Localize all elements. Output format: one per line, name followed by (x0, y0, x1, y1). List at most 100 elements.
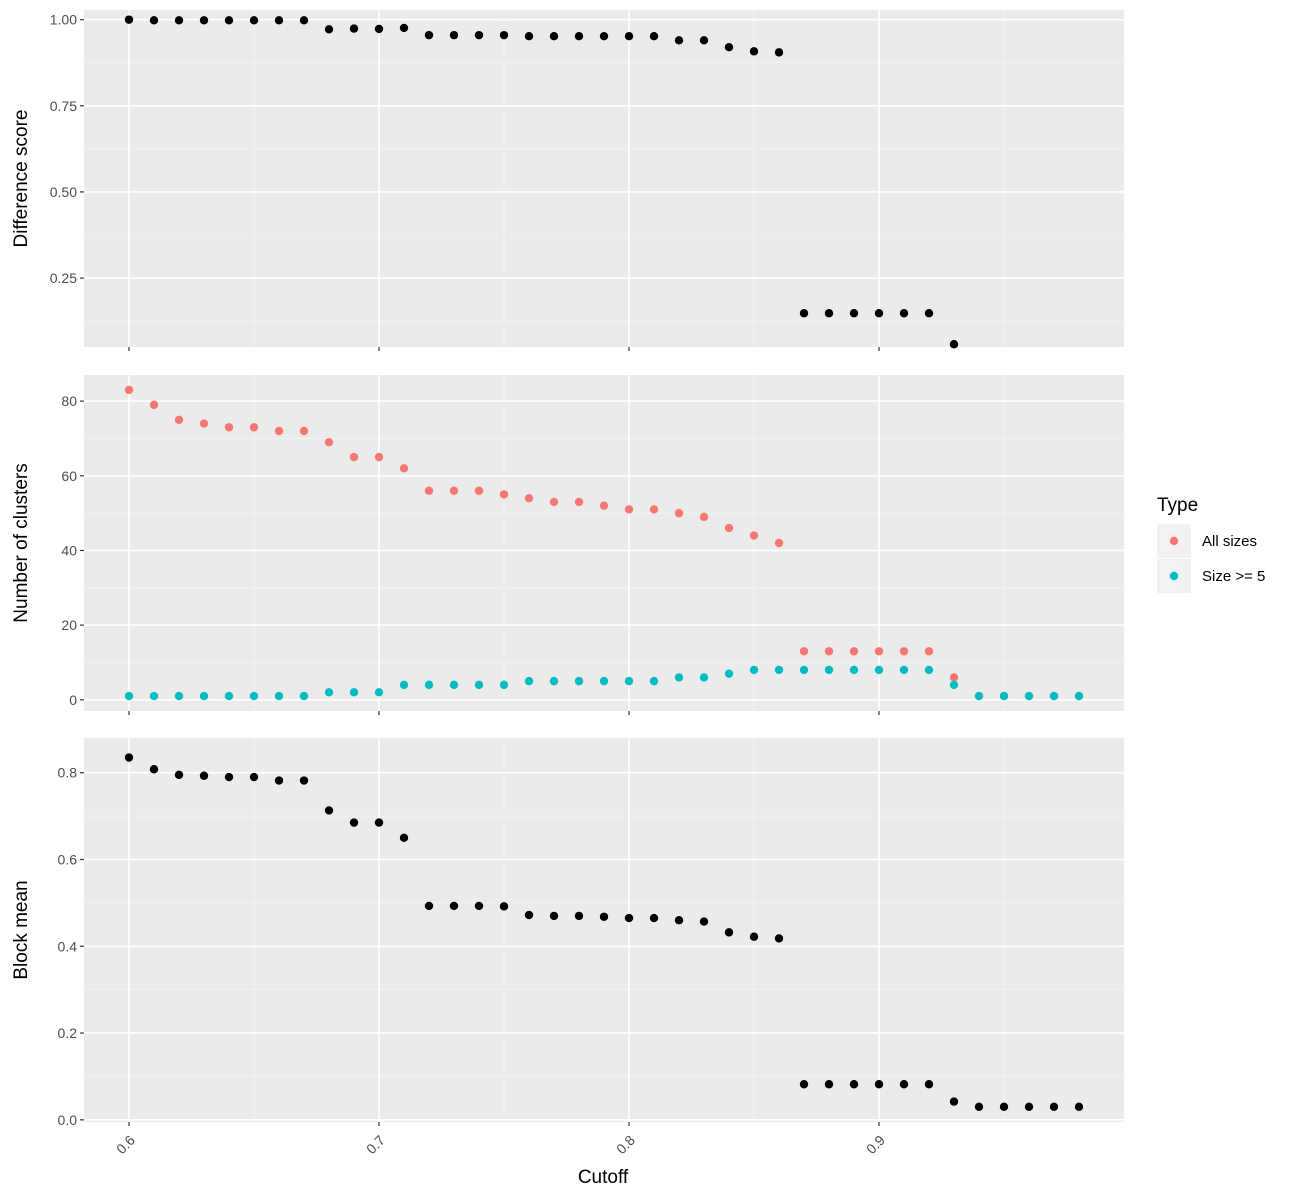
data-point (524, 31, 534, 41)
data-point (374, 452, 384, 462)
data-point (249, 691, 259, 701)
data-point (799, 1080, 809, 1089)
data-point (224, 423, 234, 432)
data-point (324, 806, 334, 815)
data-point (399, 680, 409, 690)
y-tick-label: 0.6 (58, 851, 78, 867)
data-point (799, 647, 809, 656)
panel-background (84, 10, 1124, 347)
data-point (624, 505, 634, 514)
y-axis-title: Number of clusters (11, 463, 32, 622)
y-tick-label: 80 (61, 393, 77, 409)
data-point (124, 753, 134, 762)
y-tick-label: 0.4 (58, 938, 78, 954)
data-point (274, 426, 284, 436)
data-point (474, 486, 484, 495)
data-point (774, 934, 784, 943)
data-point (824, 647, 834, 656)
data-point (649, 505, 659, 514)
data-point (424, 30, 434, 40)
data-point (749, 665, 759, 675)
data-point (649, 913, 659, 923)
data-point (824, 1080, 834, 1089)
data-point (299, 16, 309, 25)
data-point (174, 16, 184, 25)
x-tick-label: 0.6 (113, 1132, 138, 1157)
data-point (774, 538, 784, 548)
data-point (149, 16, 159, 25)
data-point (499, 30, 509, 40)
data-point (1074, 1102, 1084, 1112)
data-point (549, 497, 559, 507)
data-point (949, 340, 959, 349)
x-tick-label: 0.7 (363, 1132, 388, 1157)
data-point (149, 691, 159, 701)
data-point (899, 647, 909, 656)
data-point (349, 24, 359, 33)
data-point (849, 309, 859, 318)
data-point (924, 1080, 934, 1089)
data-point (974, 1102, 984, 1112)
data-point (724, 928, 734, 937)
data-point (674, 36, 684, 45)
data-point (1024, 1102, 1034, 1112)
data-point (649, 31, 659, 41)
data-point (199, 419, 209, 428)
facet-panel-1: 0.25 0.50 0.75 1.00 Difference score (11, 10, 1124, 351)
data-point (874, 647, 884, 656)
data-point (474, 901, 484, 911)
data-point (249, 423, 259, 432)
data-point (574, 497, 584, 507)
data-point (849, 647, 859, 656)
data-point (974, 691, 984, 701)
data-point (299, 691, 309, 701)
data-point (449, 30, 459, 40)
data-point (499, 902, 509, 911)
data-point (149, 400, 159, 410)
data-point (949, 680, 959, 690)
data-point (849, 665, 859, 675)
y-axis-title: Block mean (11, 880, 32, 979)
data-point (524, 910, 534, 920)
data-point (174, 691, 184, 701)
data-point (299, 426, 309, 436)
series-1 (124, 15, 959, 349)
y-tick-label: 20 (61, 617, 77, 633)
data-point (699, 917, 709, 926)
facet-panel-2: 0 20 40 60 80 Number of clusters (11, 375, 1124, 715)
data-point (549, 676, 559, 686)
data-point (899, 665, 909, 675)
data-point (399, 23, 409, 33)
legend-title: Type (1157, 495, 1198, 516)
x-axis: 0.6 0.7 0.8 0.9 (113, 1132, 888, 1157)
data-point (199, 16, 209, 25)
data-point (724, 669, 734, 678)
data-point (699, 36, 709, 45)
data-point (299, 776, 309, 785)
data-point (549, 911, 559, 921)
y-tick-label: 0.25 (50, 270, 77, 286)
legend-items: All sizes Size >= 5 (1157, 524, 1265, 593)
data-point (374, 688, 384, 697)
data-point (724, 523, 734, 533)
data-point (174, 770, 184, 780)
series-1 (124, 753, 1084, 1112)
data-point (349, 452, 359, 462)
data-point (324, 688, 334, 697)
data-point (874, 309, 884, 318)
data-point (674, 508, 684, 518)
data-point (624, 31, 634, 41)
y-tick-label: 40 (61, 542, 77, 558)
data-point (524, 676, 534, 686)
x-axis-title: Cutoff (578, 1167, 629, 1188)
data-point (949, 673, 959, 682)
data-point (724, 43, 734, 52)
data-point (824, 309, 834, 318)
data-point (799, 309, 809, 318)
y-tick-label: 0 (69, 692, 77, 708)
legend-key-point (1169, 536, 1179, 546)
facet-panel-3: 0.0 0.2 0.4 0.6 0.8 Block mean (11, 738, 1124, 1128)
data-point (324, 438, 334, 447)
y-tick-label: 60 (61, 468, 77, 484)
panel-background (84, 375, 1124, 711)
